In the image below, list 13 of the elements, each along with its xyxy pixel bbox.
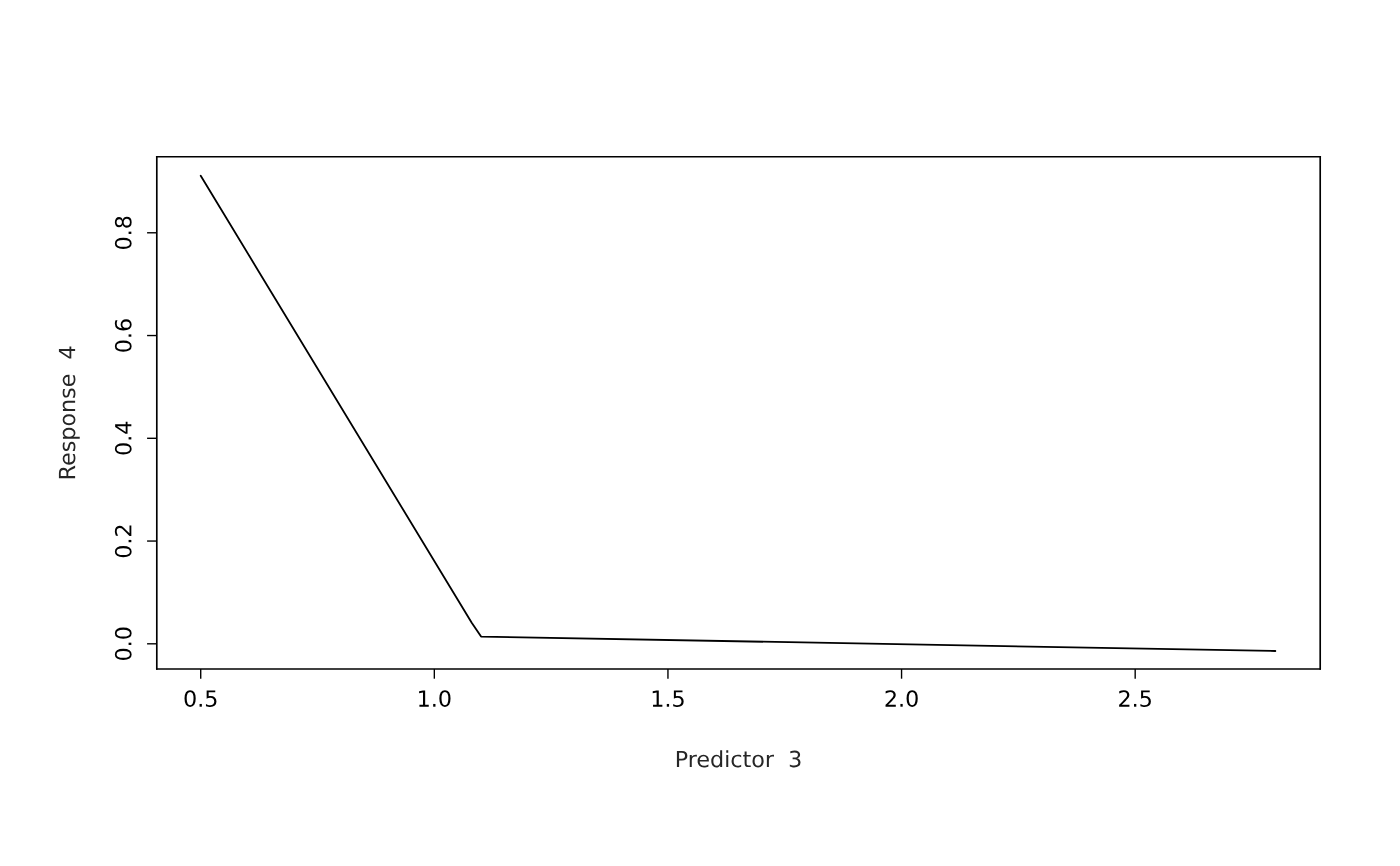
x-tick-label: 1.5 [652, 690, 684, 708]
line-series [199, 174, 1277, 652]
x-tick-label: 0.5 [184, 690, 217, 708]
y-tick-label: 0.2 [114, 525, 132, 558]
x-tick-label: 1.0 [419, 690, 451, 708]
x-axis-title: Predictor 3 [676, 750, 801, 768]
y-tick-label: 0.8 [114, 216, 132, 249]
y-tick-label: 0.6 [114, 319, 132, 352]
y-axis-title: Response 4 [58, 346, 80, 479]
y-tick-label: 0.0 [114, 627, 132, 661]
x-tick-label: 2.5 [1119, 690, 1151, 708]
y-tick-label: 0.4 [114, 421, 132, 455]
x-tick-label: 2.0 [885, 690, 918, 708]
